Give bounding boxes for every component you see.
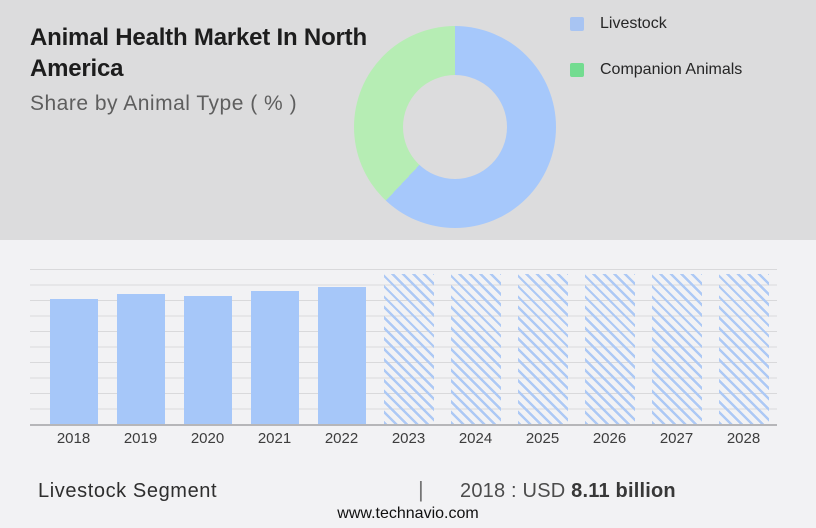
legend-item-livestock: Livestock xyxy=(570,15,742,33)
x-label-2019: 2019 xyxy=(123,430,158,447)
x-label-2024: 2024 xyxy=(458,430,493,447)
x-label-2020: 2020 xyxy=(190,430,225,447)
bar-2021 xyxy=(250,291,299,424)
bar-2022 xyxy=(317,287,366,424)
bar-chart-section: 2018 2019 2020 2021 2022 2023 2024 2025 2026 2027… xyxy=(0,240,816,528)
bar-2025-forecast xyxy=(517,274,568,424)
x-label-2027: 2027 xyxy=(659,430,694,447)
x-label-2025: 2025 xyxy=(525,430,560,447)
legend-item-companion-animals: Companion Animals xyxy=(570,61,742,79)
anchor-value-bold: 8.11 billion xyxy=(571,480,676,502)
livestock-swatch-icon xyxy=(570,17,584,31)
bar-2026-forecast xyxy=(584,274,635,424)
bar-2020 xyxy=(183,296,232,424)
x-label-2018: 2018 xyxy=(56,430,91,447)
x-label-2028: 2028 xyxy=(726,430,761,447)
page-title: Animal Health Market In North America xyxy=(30,24,367,82)
x-label-2023: 2023 xyxy=(391,430,426,447)
top-section: Animal Health Market In North America Sh… xyxy=(0,0,816,240)
companion-animals-swatch-icon xyxy=(570,63,584,77)
donut-legend: Livestock Companion Animals xyxy=(570,15,742,79)
bar-2023-forecast xyxy=(383,274,434,424)
website-url: www.technavio.com xyxy=(337,505,479,522)
bar-2028-forecast xyxy=(718,274,769,424)
bar-2027-forecast xyxy=(651,274,702,424)
separator-bar: | xyxy=(418,477,424,502)
x-label-2021: 2021 xyxy=(257,430,292,447)
page-subtitle: Share by Animal Type ( % ) xyxy=(30,92,298,115)
bar-2019 xyxy=(116,294,165,424)
x-label-2026: 2026 xyxy=(592,430,627,447)
anchor-value: 2018 : USD 8.11 billion xyxy=(460,480,676,503)
x-axis-labels: 2018 2019 2020 2021 2022 2023 2024 2025 2026 2027… xyxy=(30,430,777,450)
bar-2018 xyxy=(49,299,98,424)
bar-2024-forecast xyxy=(450,274,501,424)
bar-chart-plot xyxy=(30,269,777,426)
donut-chart xyxy=(354,26,556,228)
segment-label: Livestock Segment xyxy=(38,480,218,502)
x-label-2022: 2022 xyxy=(324,430,359,447)
anchor-value-prefix: 2018 : USD xyxy=(460,480,566,502)
legend-label-companion-animals: Companion Animals xyxy=(600,61,743,78)
legend-label-livestock: Livestock xyxy=(600,15,667,32)
title-block: Animal Health Market In North America Sh… xyxy=(30,22,402,116)
